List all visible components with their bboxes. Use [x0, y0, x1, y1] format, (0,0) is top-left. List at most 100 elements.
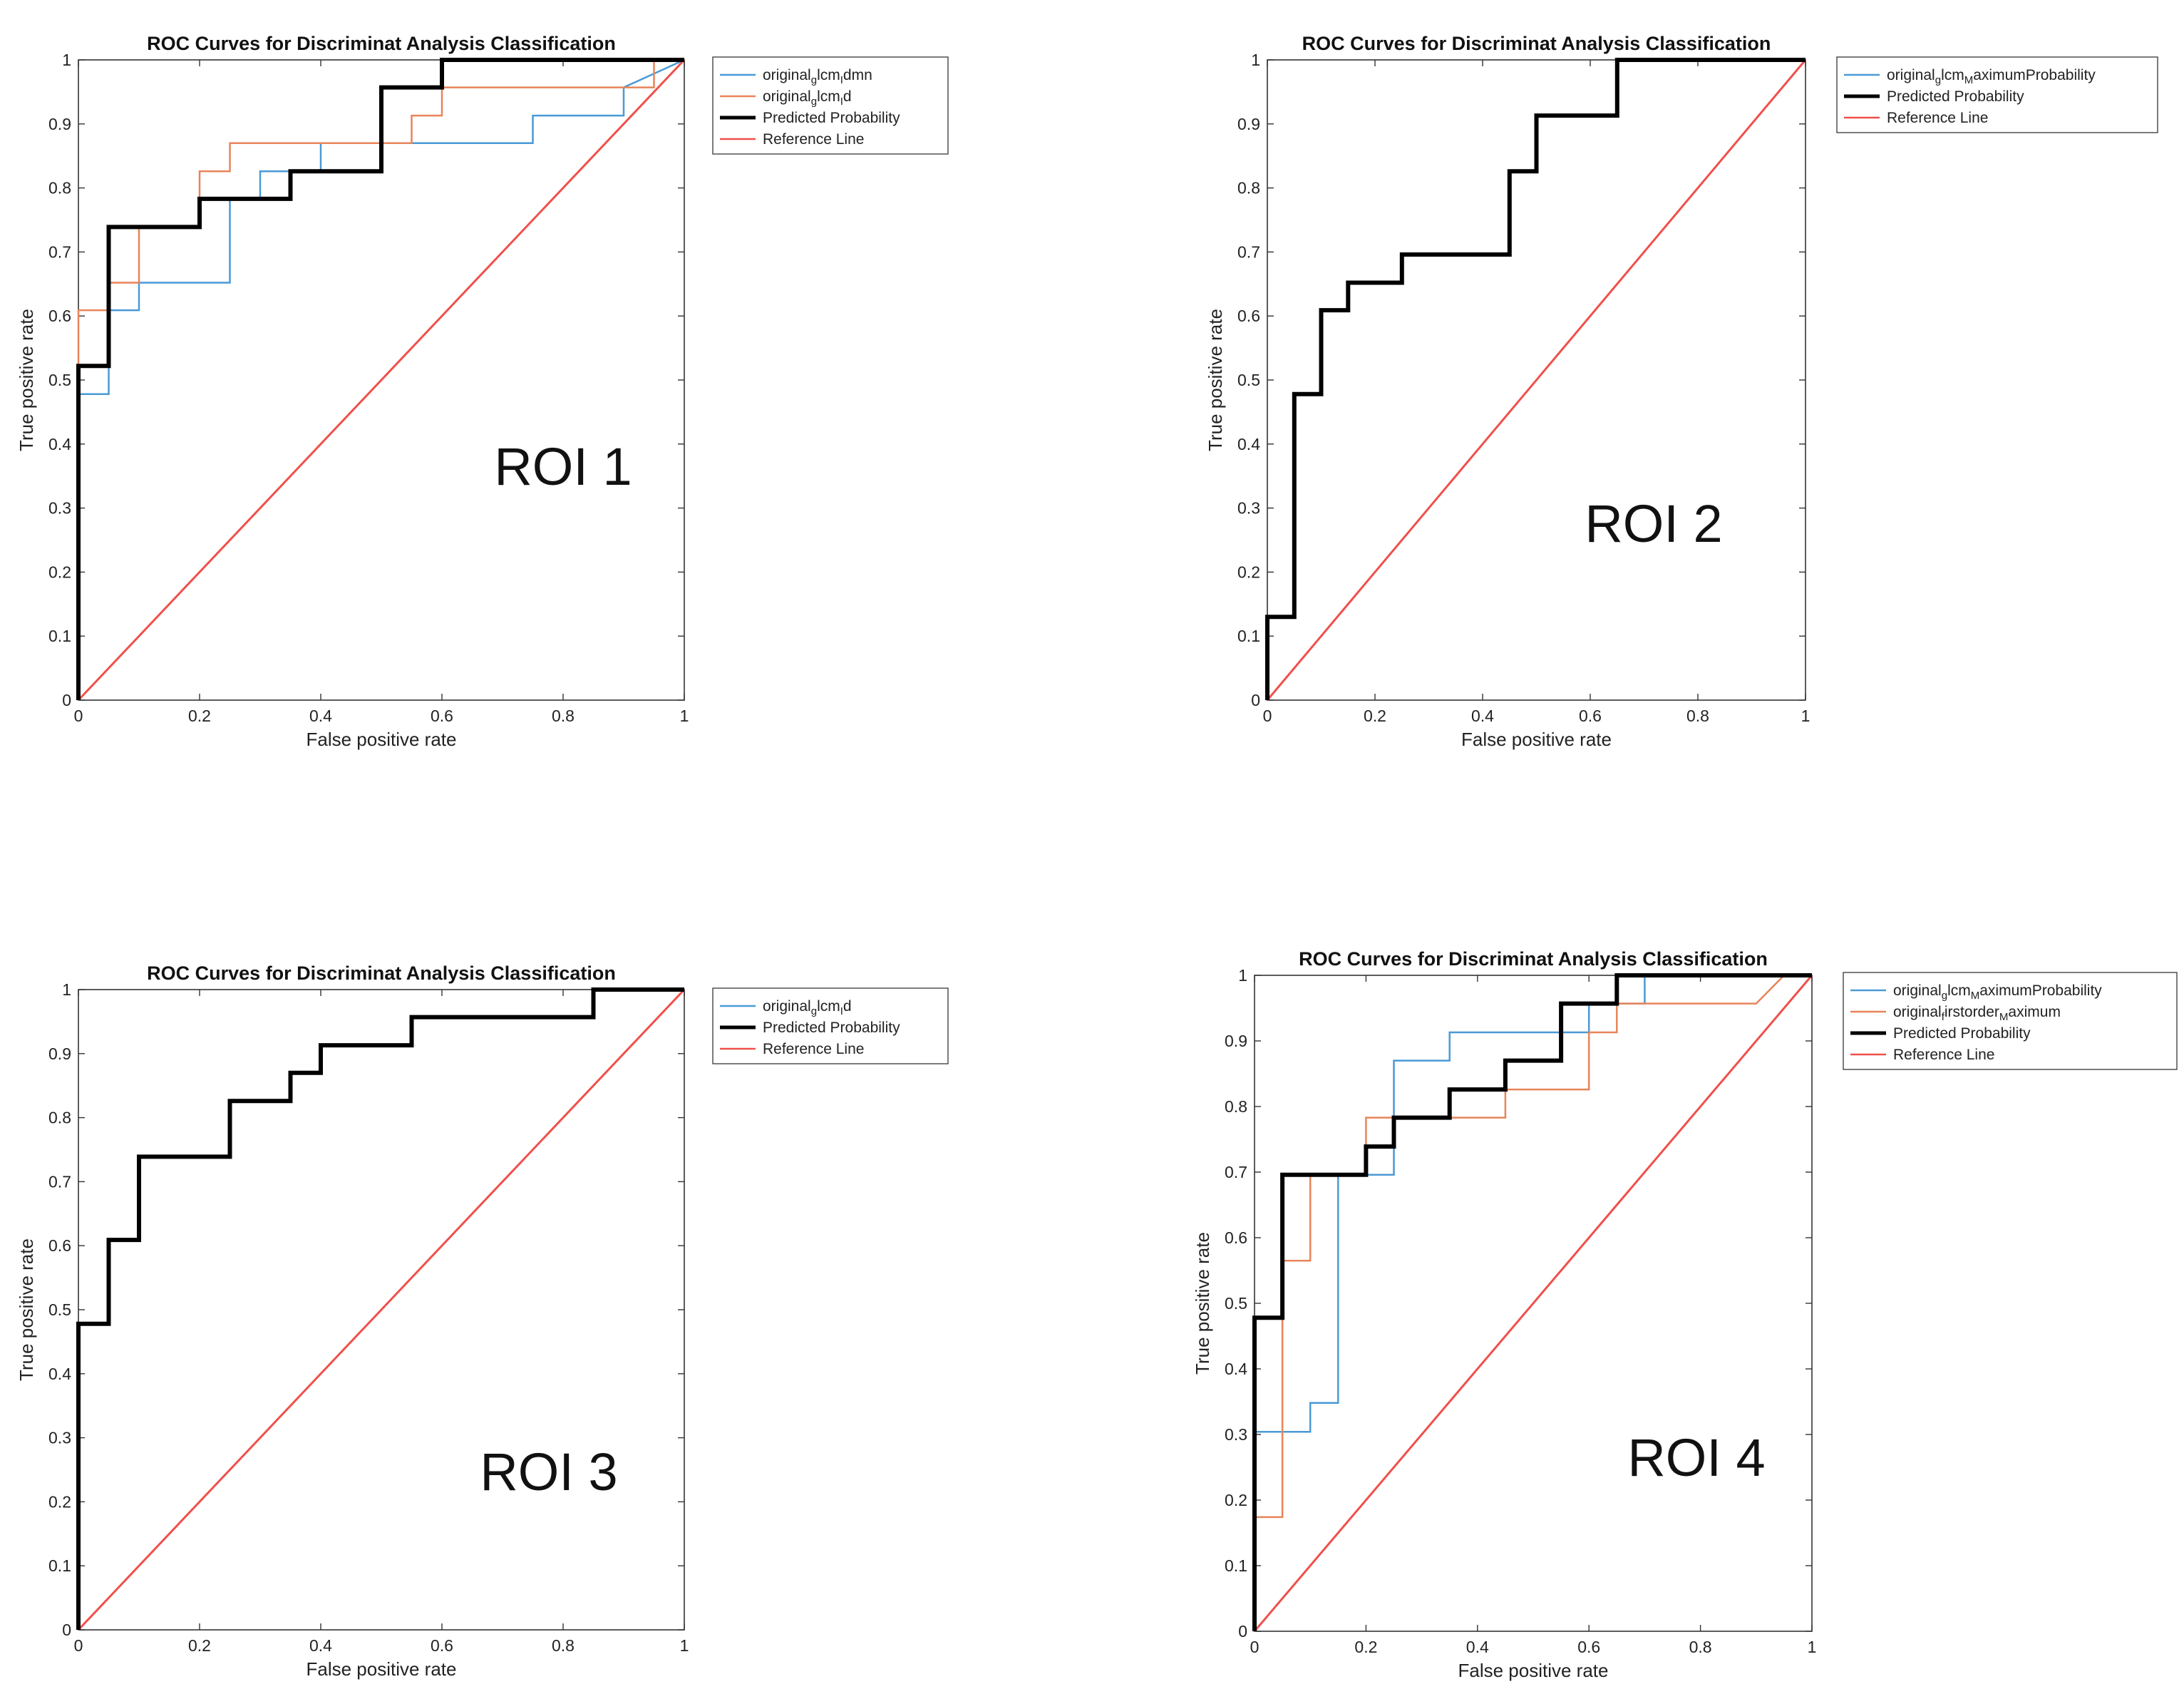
y-tick-label: 0.9 [1225, 1032, 1247, 1050]
x-axis-label: False positive rate [1458, 1660, 1609, 1681]
y-tick-label: 0.1 [1225, 1556, 1247, 1575]
y-tick-label: 0.1 [48, 627, 71, 645]
y-tick-label: 0.8 [48, 179, 71, 197]
x-tick-label: 0 [74, 707, 83, 725]
roc-chart-2: ROC Curves for Discriminat Analysis Clas… [1098, 0, 2184, 791]
legend-entry: originalglcmId [763, 88, 852, 108]
legend-entry: Predicted Probability [1887, 88, 2024, 105]
x-tick-label: 0.4 [1471, 707, 1494, 725]
x-tick-label: 0.6 [1579, 707, 1602, 725]
y-tick-label: 0.2 [1237, 563, 1260, 581]
series-group [1252, 973, 1813, 1632]
chart-title: ROC Curves for Discriminat Analysis Clas… [147, 33, 616, 54]
x-tick-label: 0 [1263, 707, 1272, 725]
series-group [76, 58, 686, 702]
legend-entry: Predicted Probability [763, 110, 900, 126]
y-tick-label: 0.9 [48, 1044, 71, 1063]
series-line-black [1265, 58, 1806, 700]
y-tick-label: 0.4 [48, 435, 71, 453]
x-tick-label: 0.2 [188, 707, 211, 725]
series-line-red [77, 988, 686, 1631]
x-tick-label: 0.4 [309, 707, 332, 725]
y-tick-label: 0.7 [1237, 242, 1260, 261]
y-tick-label: 0.8 [1237, 179, 1260, 197]
legend-entry: Predicted Probability [1893, 1025, 2031, 1042]
y-tick-label: 0.8 [48, 1109, 71, 1127]
chart-svg: ROC Curves for Discriminat Analysis Clas… [16, 962, 949, 1680]
legend-entry: originalglcmIdmn [763, 67, 872, 86]
y-tick-label: 0.6 [1237, 307, 1260, 325]
legend-entry: originalglcmMaximumProbability [1893, 982, 2102, 1002]
x-tick-label: 0 [1250, 1638, 1260, 1656]
y-tick-label: 0.5 [48, 1300, 71, 1319]
legend-entry: originalglcmMaximumProbability [1887, 67, 2096, 86]
y-tick-label: 0.6 [1225, 1228, 1247, 1247]
series-line-red [1266, 59, 1807, 701]
y-tick-label: 0.7 [48, 1172, 71, 1191]
y-tick-label: 0.4 [1237, 435, 1260, 453]
legend-entry: Reference Line [763, 131, 864, 148]
x-axis-label: False positive rate [1461, 729, 1612, 750]
y-tick-label: 0 [62, 691, 71, 709]
x-tick-label: 0.2 [188, 1636, 211, 1655]
series-group [1265, 58, 1807, 701]
y-tick-label: 0.6 [48, 307, 71, 325]
x-tick-label: 0.8 [1686, 707, 1709, 725]
y-tick-label: 0.7 [1225, 1163, 1247, 1181]
legend-entry: Reference Line [1887, 110, 1988, 126]
x-tick-label: 1 [680, 1636, 689, 1655]
series-line-red [77, 58, 686, 702]
series-line-black [76, 58, 684, 700]
series-group [76, 987, 686, 1631]
x-tick-label: 0.8 [552, 707, 575, 725]
y-tick-label: 0.2 [48, 563, 71, 581]
legend-entry: Predicted Probability [763, 1020, 900, 1036]
chart-title: ROC Curves for Discriminat Analysis Clas… [147, 962, 616, 984]
y-tick-label: 1 [62, 51, 71, 69]
chart-title: ROC Curves for Discriminat Analysis Clas… [1302, 33, 1771, 54]
y-tick-label: 0.3 [1237, 499, 1260, 518]
y-tick-label: 0.7 [48, 242, 71, 261]
roi-annotation: ROI 3 [480, 1442, 617, 1502]
roi-annotation: ROI 2 [1585, 494, 1722, 553]
legend-box [1836, 56, 2158, 133]
x-tick-label: 0.2 [1364, 707, 1386, 725]
y-tick-label: 0.3 [48, 499, 71, 518]
series-line-black [1252, 973, 1812, 1631]
y-tick-label: 0.6 [48, 1236, 71, 1255]
y-tick-label: 0.3 [1225, 1425, 1247, 1444]
y-tick-label: 0.9 [1237, 115, 1260, 133]
chart-svg: ROC Curves for Discriminat Analysis Clas… [16, 33, 949, 750]
y-tick-label: 0.9 [48, 115, 71, 133]
x-tick-label: 0 [74, 1636, 83, 1655]
y-axis-label: True positive rate [16, 1238, 37, 1381]
x-axis-label: False positive rate [307, 729, 457, 750]
y-tick-label: 0.1 [1237, 627, 1260, 645]
chart-svg: ROC Curves for Discriminat Analysis Clas… [1192, 948, 2178, 1681]
roc-chart-3: ROC Curves for Discriminat Analysis Clas… [0, 920, 1098, 1694]
legend-box [1843, 972, 2178, 1070]
y-tick-label: 0.5 [48, 371, 71, 389]
y-tick-label: 0.3 [48, 1429, 71, 1447]
x-tick-label: 0.4 [309, 1636, 332, 1655]
x-tick-label: 1 [680, 707, 689, 725]
roc-chart-1: ROC Curves for Discriminat Analysis Clas… [0, 0, 1098, 791]
y-axis-label: True positive rate [1192, 1232, 1213, 1375]
y-tick-label: 0 [62, 1621, 71, 1639]
x-tick-label: 0.2 [1354, 1638, 1377, 1656]
y-axis-label: True positive rate [16, 309, 37, 451]
y-tick-label: 0.8 [1225, 1097, 1247, 1116]
y-tick-label: 0.2 [48, 1492, 71, 1511]
legend-entry: Reference Line [1893, 1047, 1994, 1063]
x-tick-label: 0.6 [431, 1636, 453, 1655]
y-tick-label: 1 [1238, 966, 1247, 985]
roi-annotation: ROI 4 [1627, 1428, 1765, 1487]
x-tick-label: 0.4 [1466, 1638, 1489, 1656]
chart-title: ROC Curves for Discriminat Analysis Clas… [1299, 948, 1768, 970]
y-tick-label: 0 [1238, 1622, 1247, 1641]
y-tick-label: 0.1 [48, 1556, 71, 1575]
y-tick-label: 0.5 [1225, 1294, 1247, 1313]
y-tick-label: 0.2 [1225, 1491, 1247, 1509]
x-tick-label: 1 [1808, 1638, 1817, 1656]
chart-svg: ROC Curves for Discriminat Analysis Clas… [1205, 33, 2158, 750]
